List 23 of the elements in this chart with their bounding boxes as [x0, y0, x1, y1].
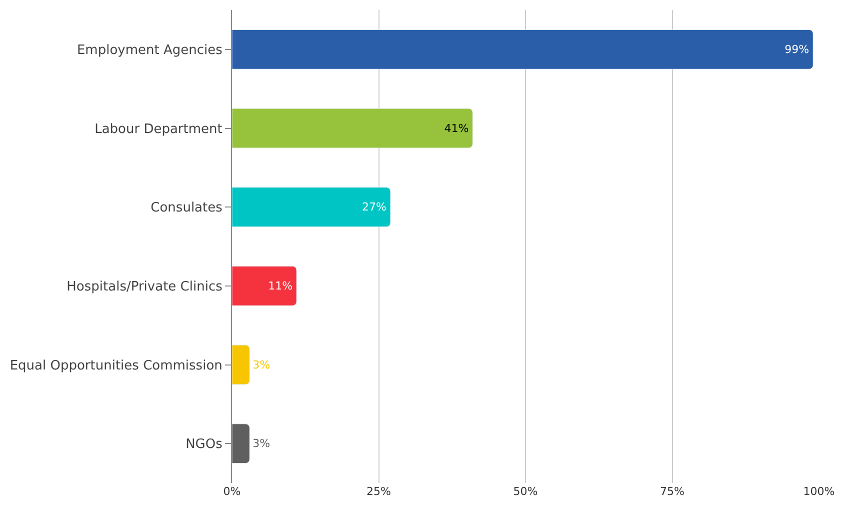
x-tick-label: 50%	[513, 485, 538, 498]
y-tick-label: Consulates	[150, 200, 223, 216]
y-tick-label: Equal Opportunities Commission	[10, 358, 222, 374]
bar	[232, 344, 250, 385]
y-tick-label: Labour Department	[94, 122, 222, 137]
x-tick-label: 75%	[660, 485, 684, 498]
x-tick-label: 100%	[803, 485, 835, 498]
bar	[232, 29, 814, 70]
y-tick-label: Employment Agencies	[76, 42, 223, 58]
data-label: 41%	[444, 122, 469, 135]
data-label: 27%	[362, 200, 386, 214]
data-label: 99%	[784, 42, 810, 56]
bar	[232, 424, 250, 464]
data-label: 11%	[268, 279, 293, 292]
y-tick-label: Hospitals/Private Clinics	[66, 279, 223, 294]
data-label: 3%	[252, 437, 270, 450]
x-tick-label: 0%	[223, 485, 241, 498]
bar	[232, 108, 473, 148]
bar	[232, 266, 297, 306]
y-tick-label: NGOs	[186, 437, 223, 452]
x-tick-label: 25%	[366, 485, 391, 498]
bar	[232, 187, 391, 228]
data-label: 3%	[252, 358, 270, 372]
